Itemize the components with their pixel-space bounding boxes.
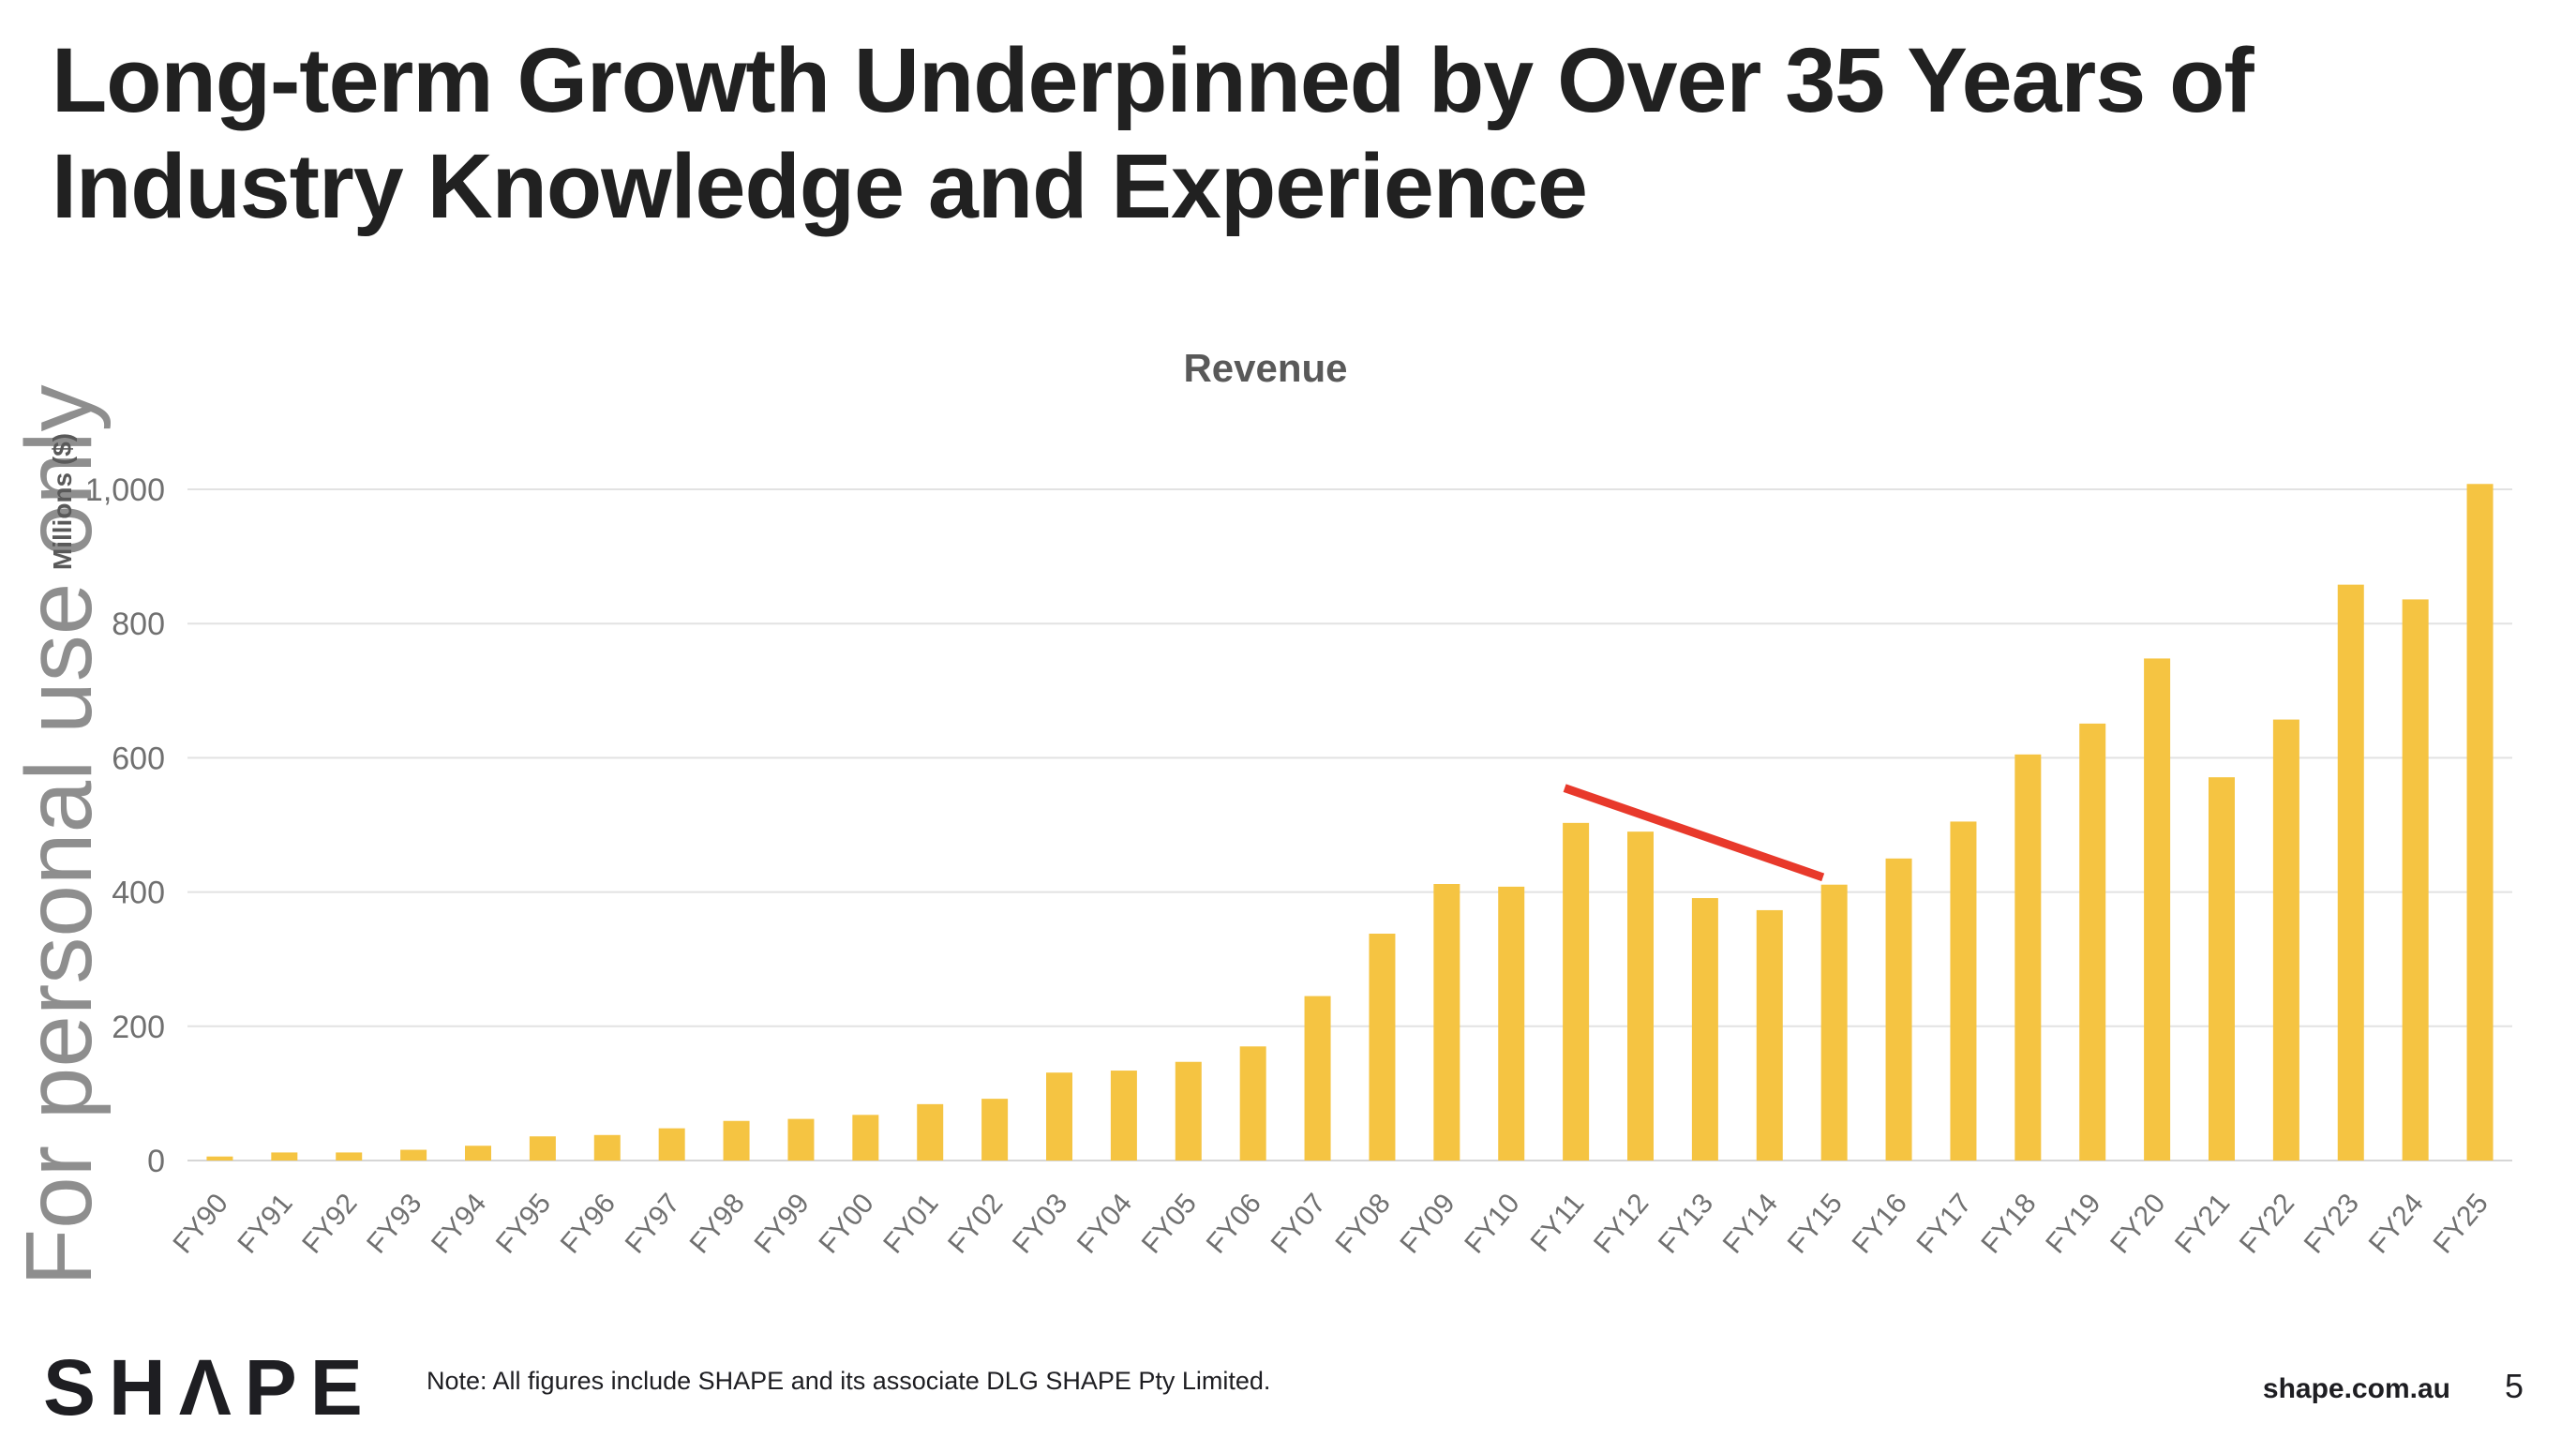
bar-FY90 <box>206 1156 233 1161</box>
y-tick-label-1000: 1,000 <box>85 472 165 508</box>
x-tick-label-FY19: FY19 <box>2040 1188 2106 1259</box>
bar-FY96 <box>593 1134 621 1161</box>
x-tick-label-FY98: FY98 <box>684 1188 751 1259</box>
bar-FY18 <box>2014 754 2042 1161</box>
x-tick-label-FY95: FY95 <box>490 1188 557 1259</box>
bar-FY02 <box>981 1099 1009 1161</box>
x-tick-label-FY94: FY94 <box>426 1188 492 1259</box>
bar-FY15 <box>1820 884 1848 1161</box>
x-tick-label-FY92: FY92 <box>296 1188 363 1259</box>
bar-FY07 <box>1304 996 1331 1161</box>
x-tick-label-FY18: FY18 <box>1975 1188 2042 1259</box>
bar-FY03 <box>1046 1072 1072 1161</box>
x-tick-label-FY17: FY17 <box>1910 1188 1977 1259</box>
bar-FY93 <box>400 1149 427 1161</box>
x-tick-label-FY03: FY03 <box>1007 1188 1073 1259</box>
x-tick-label-FY91: FY91 <box>232 1188 298 1259</box>
bar-FY14 <box>1756 909 1783 1161</box>
bar-FY99 <box>787 1118 815 1161</box>
bar-FY10 <box>1498 886 1525 1161</box>
x-tick-label-FY14: FY14 <box>1717 1188 1784 1259</box>
bar-FY17 <box>1950 821 1977 1161</box>
x-tick-label-FY15: FY15 <box>1782 1188 1849 1259</box>
bar-FY13 <box>1691 898 1718 1161</box>
y-tick-label-0: 0 <box>147 1144 165 1179</box>
x-tick-label-FY02: FY02 <box>942 1188 1009 1259</box>
x-tick-label-FY04: FY04 <box>1071 1188 1138 1259</box>
bar-FY25 <box>2466 484 2494 1161</box>
y-tick-label-800: 800 <box>112 607 165 642</box>
x-tick-label-FY96: FY96 <box>555 1188 622 1259</box>
x-tick-label-FY01: FY01 <box>877 1188 944 1259</box>
x-tick-label-FY08: FY08 <box>1329 1188 1396 1259</box>
x-tick-label-FY22: FY22 <box>2234 1188 2300 1259</box>
x-tick-label-FY93: FY93 <box>361 1188 427 1259</box>
shape-logo: SHΛPE <box>43 1343 376 1431</box>
bar-FY11 <box>1563 822 1590 1161</box>
footer-right: shape.com.au 5 <box>2263 1367 2524 1406</box>
y-tick-label-400: 400 <box>112 876 165 911</box>
website-url: shape.com.au <box>2262 1373 2450 1404</box>
bar-FY20 <box>2144 658 2171 1161</box>
bar-FY94 <box>465 1146 491 1161</box>
bar-FY19 <box>2079 723 2106 1161</box>
bar-FY12 <box>1627 831 1654 1161</box>
chart-title: Revenue <box>1183 346 1347 390</box>
bar-FY23 <box>2337 584 2364 1161</box>
y-tick-label-600: 600 <box>112 741 165 776</box>
x-tick-label-FY05: FY05 <box>1136 1188 1203 1259</box>
footnote: Note: All figures include SHAPE and its … <box>427 1367 1271 1395</box>
bar-FY08 <box>1369 933 1396 1161</box>
bar-FY06 <box>1239 1046 1266 1161</box>
x-tick-label-FY12: FY12 <box>1588 1188 1655 1259</box>
x-tick-label-FY23: FY23 <box>2299 1188 2365 1259</box>
y-axis-title: Millions ($) <box>48 433 77 570</box>
bar-FY01 <box>917 1103 944 1161</box>
x-tick-label-FY11: FY11 <box>1525 1188 1591 1257</box>
x-tick-label-FY00: FY00 <box>813 1188 879 1259</box>
bar-FY91 <box>271 1152 298 1161</box>
x-tick-label-FY90: FY90 <box>167 1188 233 1259</box>
y-tick-label-200: 200 <box>112 1010 165 1045</box>
x-tick-label-FY99: FY99 <box>748 1188 815 1259</box>
x-tick-label-FY09: FY09 <box>1394 1188 1460 1259</box>
bar-FY24 <box>2402 599 2429 1161</box>
bar-FY92 <box>336 1152 363 1161</box>
bar-FY05 <box>1175 1061 1202 1161</box>
bar-FY22 <box>2272 719 2299 1161</box>
x-tick-label-FY97: FY97 <box>620 1188 686 1259</box>
x-tick-label-FY16: FY16 <box>1847 1188 1913 1259</box>
bar-FY09 <box>1433 884 1460 1161</box>
page-number: 5 <box>2504 1367 2524 1405</box>
trend-annotation-line <box>1563 784 1825 882</box>
x-tick-label-FY21: FY21 <box>2169 1188 2236 1259</box>
bar-FY98 <box>723 1120 750 1161</box>
x-tick-label-FY10: FY10 <box>1459 1188 1525 1259</box>
x-tick-label-FY25: FY25 <box>2428 1188 2494 1259</box>
bar-FY21 <box>2209 777 2235 1161</box>
x-tick-label-FY13: FY13 <box>1653 1188 1719 1259</box>
slide-title: Long-term Growth Underpinned by Over 35 … <box>52 29 2254 237</box>
bar-FY95 <box>529 1136 556 1161</box>
x-tick-label-FY07: FY07 <box>1266 1188 1332 1259</box>
bar-FY00 <box>852 1115 879 1161</box>
bar-FY04 <box>1110 1071 1137 1161</box>
x-tick-label-FY24: FY24 <box>2363 1188 2430 1259</box>
bar-FY16 <box>1885 858 1912 1161</box>
x-tick-label-FY20: FY20 <box>2104 1188 2171 1259</box>
bar-FY97 <box>658 1128 685 1161</box>
x-tick-label-FY06: FY06 <box>1201 1188 1267 1259</box>
